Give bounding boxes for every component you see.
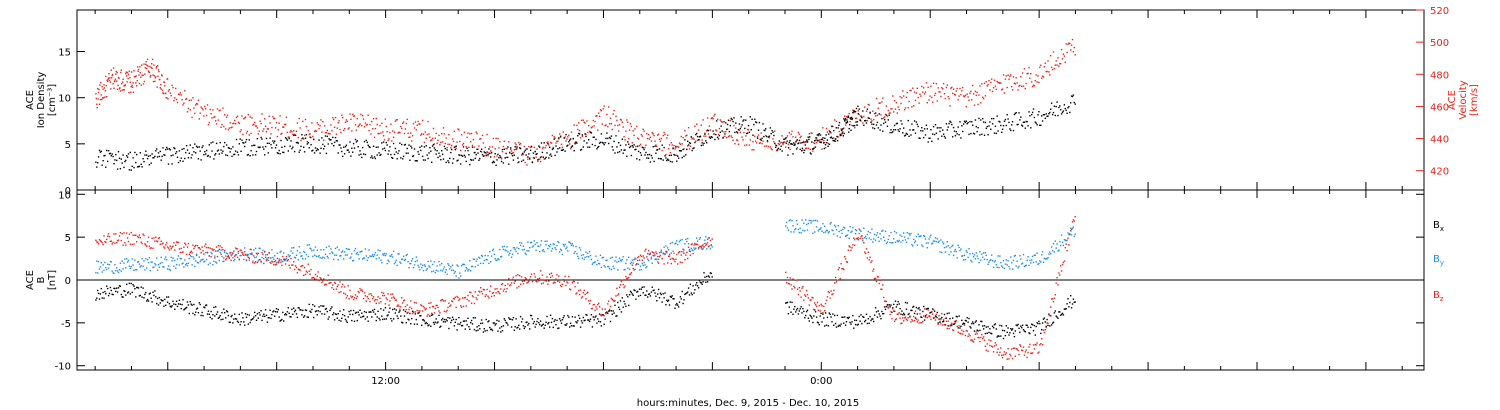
y-tick-label: 5 [65, 233, 71, 244]
y-right-tick-label: 500 [1430, 38, 1449, 49]
y-right-tick-label: 420 [1430, 167, 1449, 178]
x-tick-label: 0:00 [810, 376, 832, 387]
ion-density-velocity-panel: 0 5 10 15 420 440 460 480 500 520 ACEIon Density[c… [25, 6, 1480, 197]
y-right-tick-label: 440 [1430, 135, 1449, 146]
y-tick-label: 5 [65, 140, 71, 151]
y-tick-label: 0 [65, 276, 71, 287]
b-x-series [95, 272, 1076, 340]
magnetic-field-axis-label: ACEB[nT] [25, 270, 58, 290]
time-axis-labels: 12:00 0:00 [371, 376, 832, 387]
y-tick-label: 10 [58, 94, 71, 105]
legend-by: By [1433, 254, 1444, 267]
y-tick-label: 0 [65, 186, 71, 197]
legend-bz: Bz [1433, 290, 1444, 303]
y-right-tick-label: 460 [1430, 102, 1449, 113]
velocity-axis-label: ACEVelocity[km/s] [1447, 80, 1480, 119]
b-z-series [95, 216, 1076, 360]
top-plot-frame [76, 9, 1425, 191]
y-right-tick-label: 520 [1430, 6, 1449, 17]
y-tick-label: -10 [55, 362, 71, 373]
magnetic-field-panel: -10 -5 0 5 10 ACEB[nT] Bx By Bz [25, 189, 1444, 373]
b-y-series [95, 219, 1076, 279]
y-tick-label: 10 [58, 190, 71, 201]
y-tick-label: 15 [58, 48, 71, 59]
legend-bx: Bx [1433, 220, 1444, 233]
y-right-tick-label: 480 [1430, 70, 1449, 81]
x-tick-label: 12:00 [371, 376, 400, 387]
velocity-series [95, 38, 1076, 166]
density-series [95, 94, 1076, 171]
time-axis-title: hours:minutes, Dec. 9, 2015 - Dec. 10, 2… [637, 398, 859, 409]
ion-density-axis-label: ACEIon Density[cm⁻³] [25, 72, 58, 129]
y-tick-label: -5 [61, 319, 71, 330]
